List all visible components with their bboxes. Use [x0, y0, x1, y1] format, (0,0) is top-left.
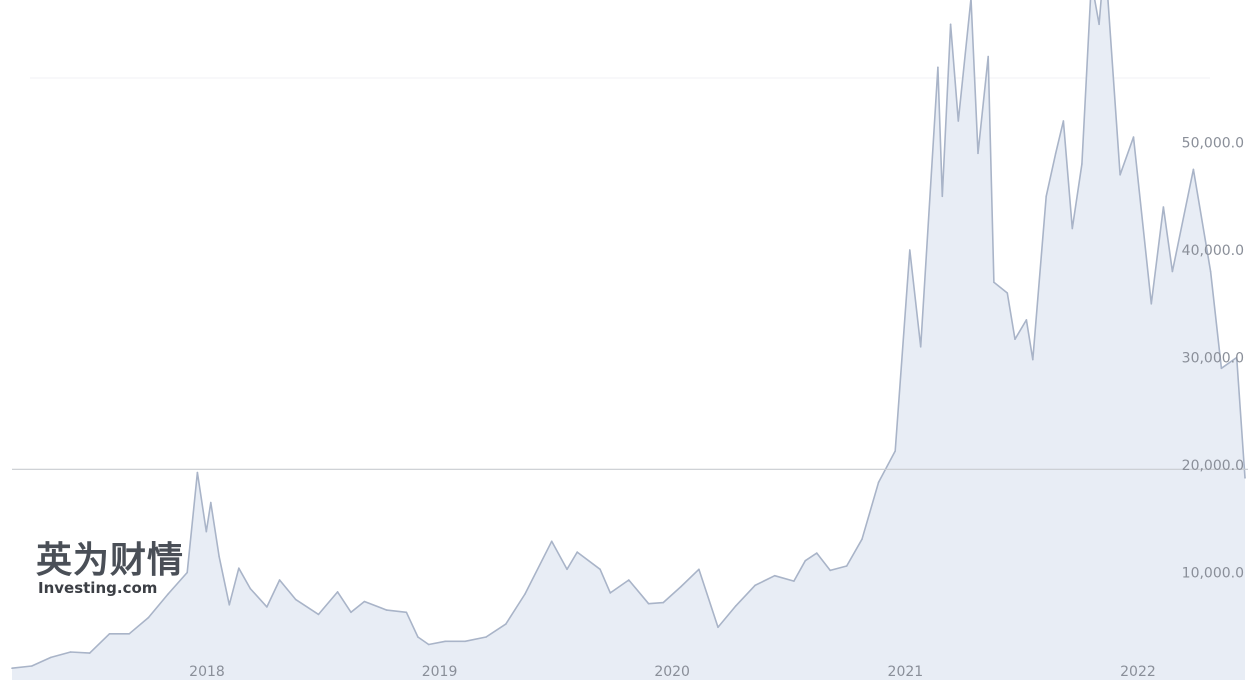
- data-point: [417, 636, 419, 638]
- data-point: [717, 626, 719, 629]
- data-point: [949, 23, 952, 26]
- data-point: [88, 652, 91, 654]
- data-point: [444, 640, 447, 643]
- data-point: [1150, 303, 1153, 305]
- data-point: [993, 281, 995, 284]
- data-point: [147, 616, 150, 619]
- x-tick-label: 2018: [189, 664, 225, 680]
- data-point: [1006, 292, 1009, 294]
- data-point: [205, 530, 208, 533]
- area-layer: [11, 0, 1246, 680]
- data-point: [128, 633, 130, 635]
- data-point: [550, 540, 553, 543]
- data-point: [698, 568, 700, 571]
- data-point: [1054, 152, 1057, 155]
- data-point: [1045, 195, 1047, 198]
- data-point: [754, 584, 756, 587]
- data-point: [829, 569, 831, 572]
- x-tick-label: 2021: [888, 664, 924, 680]
- data-point: [941, 195, 944, 198]
- data-point: [31, 665, 33, 667]
- data-point: [385, 609, 388, 611]
- data-point: [485, 636, 487, 638]
- data-point: [576, 551, 578, 553]
- data-point: [680, 585, 682, 588]
- x-tick-label: 2019: [422, 664, 458, 680]
- data-point: [1162, 206, 1165, 208]
- data-point: [210, 501, 212, 504]
- data-point: [1220, 367, 1223, 370]
- data-point: [405, 611, 408, 614]
- data-point: [524, 593, 526, 595]
- x-tick-label: 2020: [654, 664, 690, 680]
- data-point: [336, 591, 339, 593]
- data-point: [108, 633, 111, 635]
- data-point: [1192, 168, 1195, 171]
- y-tick-label: 20,000.0: [1182, 458, 1244, 474]
- data-point: [861, 538, 863, 540]
- y-tick-label: 10,000.0: [1182, 566, 1244, 582]
- data-point: [50, 656, 52, 659]
- price-area-fill: [12, 0, 1245, 680]
- data-point: [566, 568, 568, 571]
- y-tick-label: 50,000.0: [1182, 136, 1244, 152]
- data-point: [1119, 174, 1121, 176]
- data-point: [1081, 163, 1083, 165]
- x-tick-label: 2022: [1120, 664, 1156, 680]
- data-point: [238, 567, 240, 569]
- data-point: [909, 249, 911, 251]
- data-point: [735, 605, 737, 607]
- data-point: [599, 568, 601, 571]
- data-point: [609, 592, 612, 594]
- data-point: [1244, 477, 1246, 479]
- y-tick-label: 30,000.0: [1182, 351, 1244, 367]
- data-point: [804, 559, 807, 562]
- data-point: [1171, 270, 1174, 273]
- data-point: [1025, 319, 1028, 321]
- data-point: [957, 120, 960, 122]
- data-point: [816, 552, 818, 554]
- data-point: [845, 565, 848, 567]
- data-point: [218, 555, 220, 558]
- data-point: [919, 346, 922, 348]
- data-point: [894, 450, 896, 452]
- y-axis: 10,000.0 20,000.0 30,000.0 40,000.0 50,000.0: [1182, 136, 1244, 582]
- data-point: [167, 593, 169, 595]
- data-point: [11, 667, 13, 669]
- data-point: [662, 601, 664, 604]
- data-point: [278, 579, 281, 581]
- data-point: [1032, 358, 1034, 361]
- data-point: [937, 66, 939, 69]
- data-point: [793, 580, 795, 582]
- data-point: [464, 640, 466, 643]
- data-point: [987, 55, 989, 58]
- data-point: [228, 604, 231, 606]
- data-point: [1132, 136, 1135, 138]
- data-point: [266, 606, 268, 608]
- data-point: [249, 587, 252, 590]
- data-point: [1062, 120, 1065, 122]
- x-axis: 2018 2019 2020 2021 2022: [189, 664, 1156, 680]
- data-point: [1014, 338, 1016, 341]
- data-point: [363, 600, 366, 603]
- y-tick-label: 40,000.0: [1182, 243, 1244, 259]
- data-point: [69, 651, 72, 653]
- data-point: [647, 602, 650, 605]
- data-point: [317, 613, 320, 616]
- data-point: [628, 579, 630, 581]
- data-point: [877, 481, 880, 484]
- data-point: [977, 152, 979, 155]
- data-point: [294, 598, 297, 601]
- data-point: [1071, 227, 1074, 230]
- data-point: [427, 643, 430, 646]
- data-point: [186, 571, 188, 574]
- data-point: [505, 623, 507, 625]
- data-point: [350, 611, 352, 614]
- data-point: [773, 574, 776, 577]
- data-point: [1209, 270, 1212, 273]
- data-point: [1098, 23, 1100, 26]
- data-point: [1235, 356, 1238, 359]
- data-point: [196, 471, 199, 474]
